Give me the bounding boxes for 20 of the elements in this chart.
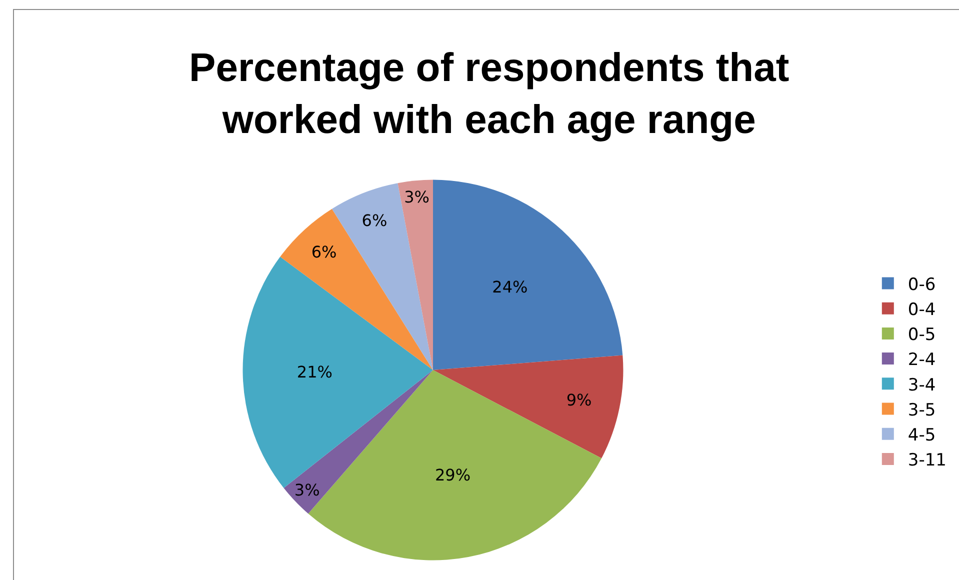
chart-title: Percentage of respondents that worked with each age range (189, 46, 790, 142)
data-label: 24% (492, 277, 528, 296)
legend-label: 0-4 (908, 300, 936, 320)
legend-label: 4-5 (908, 425, 936, 446)
legend-label: 3-11 (908, 450, 946, 471)
pie-slice (398, 180, 433, 370)
data-label: 29% (434, 465, 471, 484)
data-label: 3% (404, 187, 430, 206)
data-label: 6% (311, 242, 337, 262)
legend-label: 3-4 (908, 375, 936, 396)
data-label: 21% (296, 362, 332, 382)
data-label: 3% (294, 480, 320, 500)
legend-label: 2-4 (908, 350, 936, 370)
legend-label: 3-5 (908, 400, 936, 420)
legend-label: 0-6 (908, 274, 936, 295)
pie-slice (432, 180, 623, 370)
pie-slice (432, 355, 624, 458)
legend-label: 0-5 (908, 325, 936, 346)
data-label: 6% (362, 211, 388, 230)
data-label: 9% (566, 390, 592, 410)
